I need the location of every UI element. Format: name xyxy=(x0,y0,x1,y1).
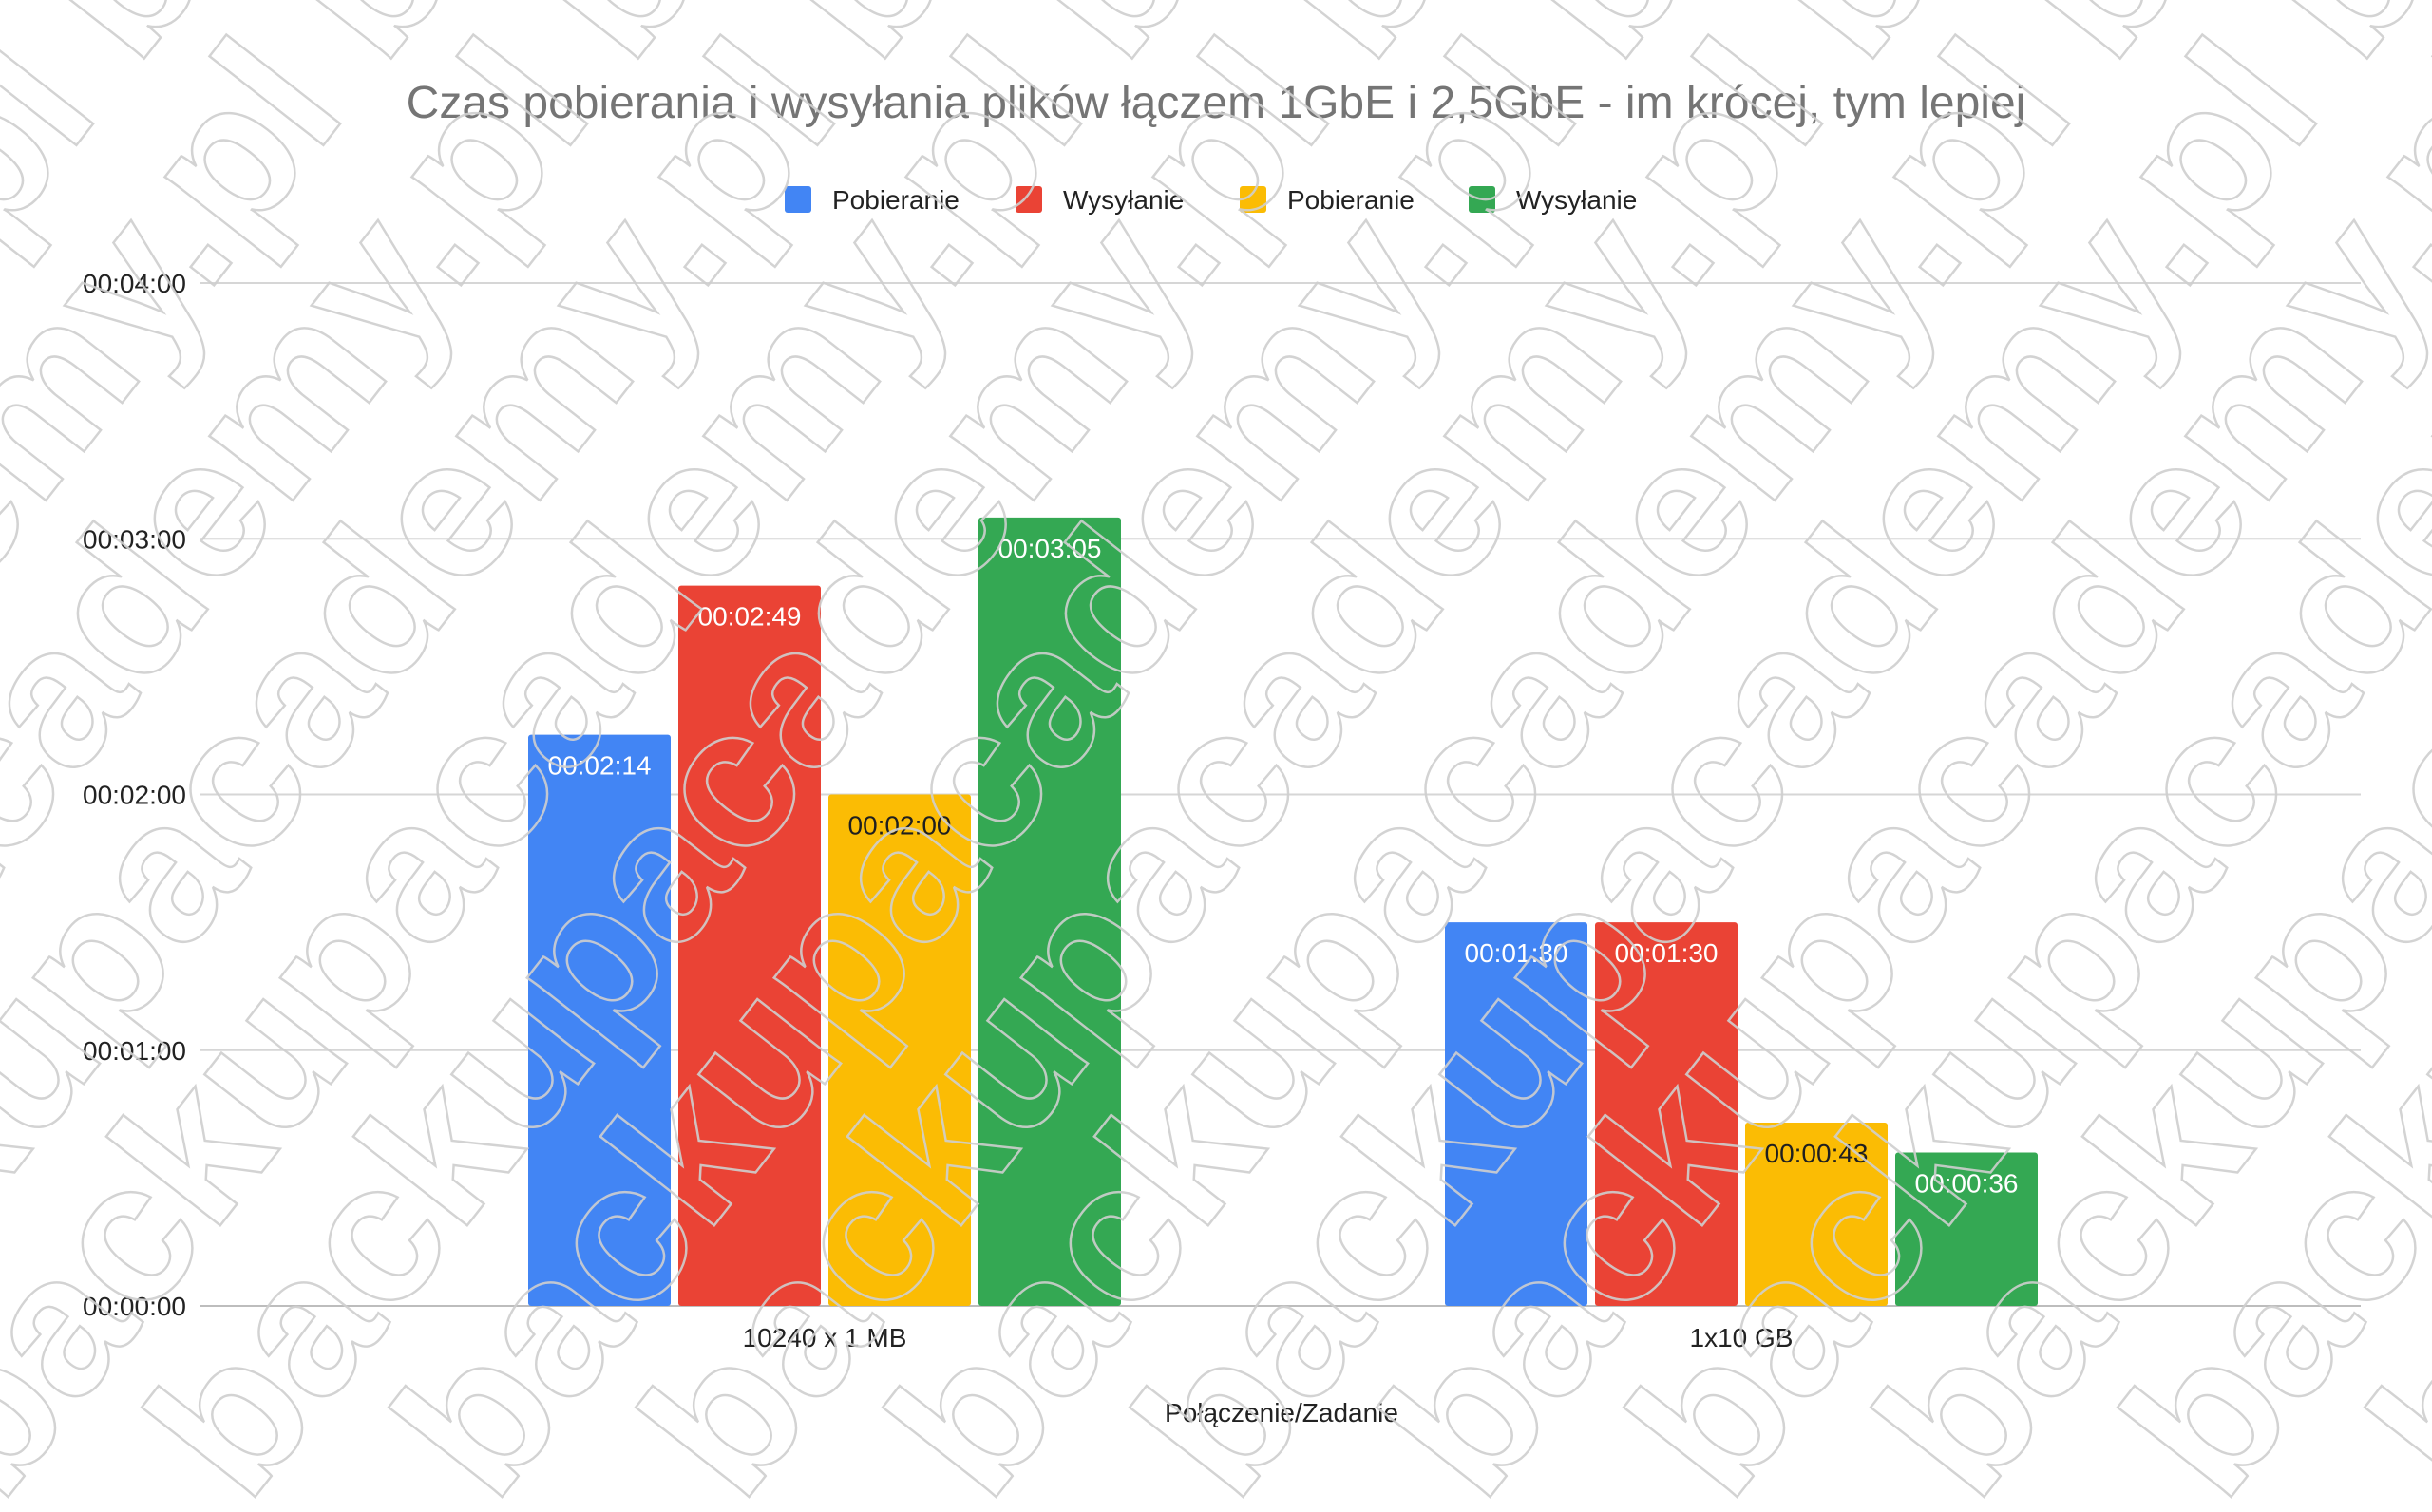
y-axis-tick-labels: 00:00:00 00:01:00 00:02:00 00:03:00 00:04:00 xyxy=(83,269,186,1321)
x-tick-label: 10240 x 1 MB xyxy=(743,1323,907,1352)
y-tick-label: 00:03:00 xyxy=(83,524,186,554)
bar xyxy=(828,794,971,1306)
legend-label: Pobieranie xyxy=(1287,185,1415,215)
x-axis-tick-labels: 10240 x 1 MB 1x10 GB xyxy=(743,1323,1794,1352)
legend-swatch xyxy=(785,186,811,213)
bar-value-label: 00:02:49 xyxy=(698,602,802,632)
bar-value-label: 00:02:00 xyxy=(848,811,952,841)
bar-value-label: 00:01:30 xyxy=(1465,938,1568,968)
bar-value-label: 00:03:05 xyxy=(998,534,1102,563)
legend-label: Wysyłanie xyxy=(1516,185,1637,215)
chart-title: Czas pobierania i wysyłania plików łącze… xyxy=(407,78,2026,128)
bar xyxy=(1895,1152,2038,1306)
bar-value-label: 00:00:43 xyxy=(1765,1139,1869,1168)
bar-value-label: 00:00:36 xyxy=(1915,1168,2019,1198)
legend-label: Wysyłanie xyxy=(1063,185,1184,215)
data-labels: 00:02:14 00:02:49 00:02:00 00:03:05 00:01:30… xyxy=(548,534,2019,1199)
bar xyxy=(1445,922,1587,1306)
bar xyxy=(678,585,821,1306)
y-tick-label: 00:04:00 xyxy=(83,269,186,298)
bar xyxy=(1595,922,1738,1306)
bar xyxy=(528,734,671,1306)
legend-swatch xyxy=(1469,186,1495,213)
bar xyxy=(1745,1123,1888,1306)
legend-swatch xyxy=(1016,186,1042,213)
y-tick-label: 00:00:00 xyxy=(83,1292,186,1321)
y-tick-label: 00:02:00 xyxy=(83,781,186,810)
x-tick-label: 1x10 GB xyxy=(1690,1323,1794,1352)
bars xyxy=(528,517,2038,1306)
bar xyxy=(978,517,1121,1306)
legend: Pobieranie Wysyłanie Pobieranie Wysyłanie xyxy=(785,185,1637,215)
legend-swatch xyxy=(1240,186,1266,213)
y-tick-label: 00:01:00 xyxy=(83,1036,186,1066)
x-axis-title: Połączenie/Zadanie xyxy=(1165,1398,1398,1427)
legend-label: Pobieranie xyxy=(832,185,960,215)
bar-value-label: 00:02:14 xyxy=(548,751,652,781)
bar-value-label: 00:01:30 xyxy=(1615,938,1719,968)
